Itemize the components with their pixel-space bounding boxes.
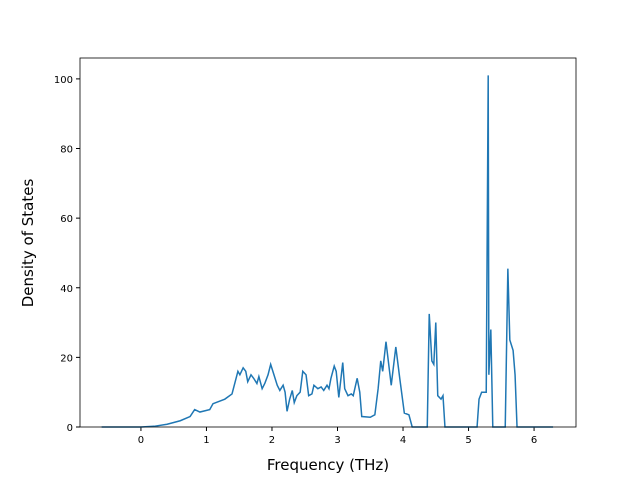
x-tick-label: 1 xyxy=(203,435,209,446)
y-tick-label: 100 xyxy=(54,75,73,86)
y-tick-label: 0 xyxy=(67,423,73,434)
y-tick-label: 60 xyxy=(60,214,73,225)
x-tick-label: 6 xyxy=(531,435,537,446)
y-tick-label: 20 xyxy=(60,353,73,364)
plot-frame xyxy=(79,57,577,428)
x-tick-label: 4 xyxy=(400,435,406,446)
x-tick-label: 0 xyxy=(138,435,144,446)
y-tick-label: 40 xyxy=(60,284,73,295)
x-tick-label: 3 xyxy=(334,435,340,446)
x-tick-label: 2 xyxy=(269,435,275,446)
line xyxy=(101,75,554,428)
y-tick-label: 80 xyxy=(60,145,73,156)
y-axis-title: Density of States xyxy=(19,179,37,308)
x-tick-label: 5 xyxy=(465,435,471,446)
x-axis-title: Frequency (THz) xyxy=(267,456,389,474)
